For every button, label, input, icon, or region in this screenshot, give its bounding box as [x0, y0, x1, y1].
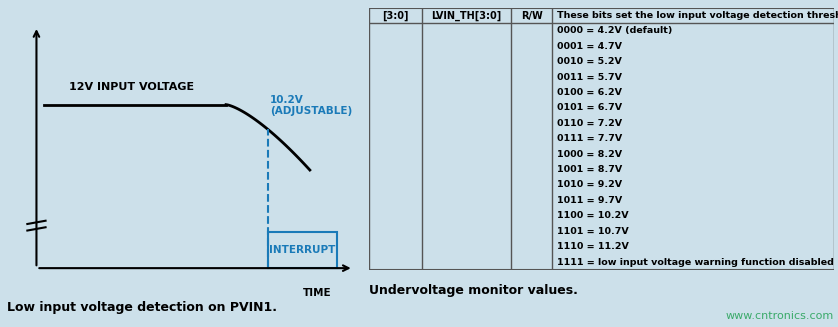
Text: Low input voltage detection on PVIN1.: Low input voltage detection on PVIN1.: [8, 301, 277, 314]
Text: 1111 = low input voltage warning function disabled: 1111 = low input voltage warning functio…: [557, 258, 834, 267]
Text: 1011 = 9.7V: 1011 = 9.7V: [557, 196, 623, 205]
Text: 10.2V
(ADJUSTABLE): 10.2V (ADJUSTABLE): [270, 95, 352, 116]
Text: These bits set the low input voltage detection threshold.: These bits set the low input voltage det…: [557, 11, 838, 20]
Bar: [268, 232, 337, 268]
Text: [3:0]: [3:0]: [382, 10, 409, 21]
Text: INTERRUPT: INTERRUPT: [269, 245, 336, 255]
Text: 0011 = 5.7V: 0011 = 5.7V: [557, 73, 622, 81]
Text: www.cntronics.com: www.cntronics.com: [726, 311, 834, 321]
Text: 1010 = 9.2V: 1010 = 9.2V: [557, 181, 622, 189]
Text: Undervoltage monitor values.: Undervoltage monitor values.: [369, 284, 577, 297]
Text: 0100 = 6.2V: 0100 = 6.2V: [557, 88, 622, 97]
Text: 0111 = 7.7V: 0111 = 7.7V: [557, 134, 623, 143]
Text: 0110 = 7.2V: 0110 = 7.2V: [557, 119, 622, 128]
Text: 1000 = 8.2V: 1000 = 8.2V: [557, 150, 622, 159]
Text: 0000 = 4.2V (default): 0000 = 4.2V (default): [557, 26, 672, 35]
Text: 1001 = 8.7V: 1001 = 8.7V: [557, 165, 623, 174]
Text: 1100 = 10.2V: 1100 = 10.2V: [557, 211, 628, 220]
Text: 0001 = 4.7V: 0001 = 4.7V: [557, 42, 622, 51]
Text: LVIN_TH[3:0]: LVIN_TH[3:0]: [432, 10, 501, 21]
Text: TIME: TIME: [303, 288, 332, 298]
Text: 12V INPUT VOLTAGE: 12V INPUT VOLTAGE: [69, 81, 194, 92]
Text: 1101 = 10.7V: 1101 = 10.7V: [557, 227, 628, 236]
Text: 0010 = 5.2V: 0010 = 5.2V: [557, 57, 622, 66]
Text: 1110 = 11.2V: 1110 = 11.2V: [557, 242, 629, 251]
Text: 0101 = 6.7V: 0101 = 6.7V: [557, 103, 622, 112]
Text: R/W: R/W: [520, 11, 542, 21]
